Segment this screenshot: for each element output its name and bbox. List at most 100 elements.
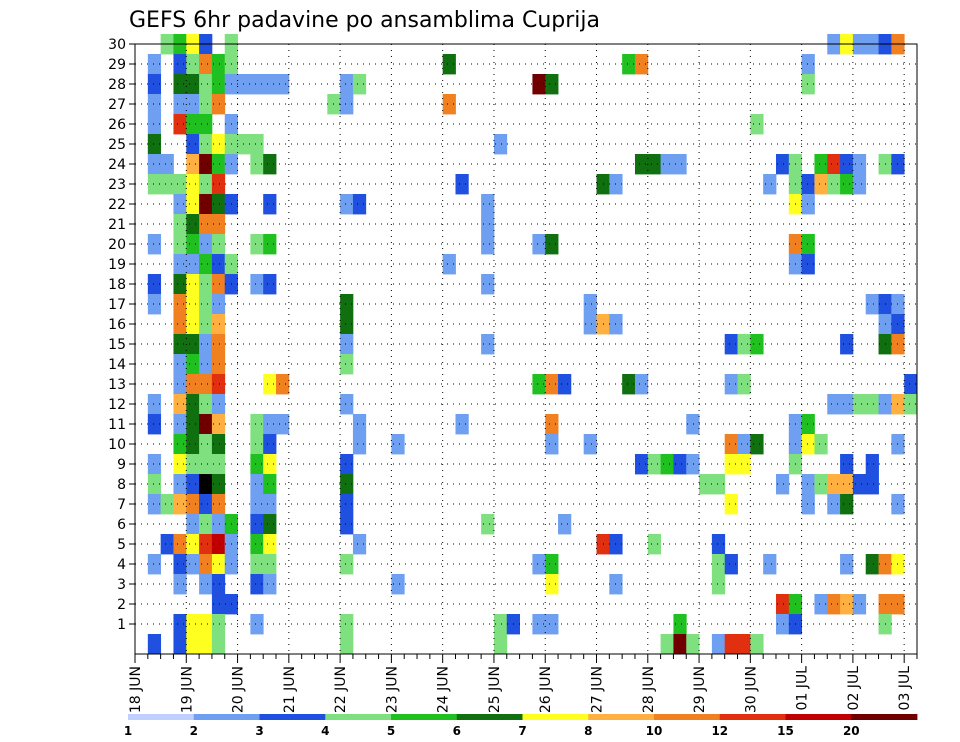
heatmap-cell [250, 494, 264, 515]
heatmap-cell [840, 554, 854, 575]
heatmap-cell [199, 554, 213, 575]
heatmap-cell [199, 394, 213, 415]
heatmap-cell [199, 114, 213, 135]
heatmap-cell [724, 634, 738, 655]
heatmap-cell [481, 334, 495, 355]
colorbar-swatch [193, 714, 260, 720]
heatmap-cell [622, 374, 636, 395]
heatmap-cell [199, 614, 213, 635]
heatmap-cell [775, 614, 790, 635]
heatmap-cell [147, 494, 162, 515]
heatmap-cell [250, 614, 264, 635]
heatmap-cell [173, 174, 187, 195]
x-tick-label: 30 JUN [743, 666, 759, 713]
heatmap-cell [173, 534, 187, 555]
colorbar-label: 8 [584, 724, 592, 738]
heatmap-cell [147, 54, 162, 75]
y-tick-label: 24 [108, 157, 126, 173]
heatmap-cell [801, 74, 815, 95]
heatmap-cell [340, 294, 354, 315]
heatmap-cell [211, 314, 226, 335]
heatmap-cell [186, 474, 200, 495]
heatmap-cell [840, 454, 854, 475]
heatmap-cell [673, 454, 687, 475]
heatmap-cell [173, 194, 187, 215]
heatmap-cell [199, 474, 213, 495]
heatmap-cell [763, 174, 777, 195]
heatmap-cell [904, 394, 918, 415]
heatmap-cell [634, 154, 649, 175]
heatmap-cell [660, 634, 674, 655]
heatmap-cell [532, 554, 546, 575]
heatmap-cell [840, 594, 854, 615]
heatmap-cell [173, 574, 187, 595]
heatmap-cell [173, 414, 187, 435]
heatmap-cell [340, 354, 354, 375]
y-tick-label: 29 [108, 57, 126, 73]
heatmap-cell [711, 634, 726, 655]
heatmap-cell [827, 174, 841, 195]
heatmap-cell [814, 474, 828, 495]
heatmap-cell [199, 94, 213, 115]
y-tick-label: 10 [108, 437, 126, 453]
heatmap-cell [211, 194, 226, 215]
heatmap-cell [481, 514, 495, 535]
y-tick-label: 8 [117, 477, 126, 493]
y-tick-label: 7 [117, 497, 126, 513]
heatmap-cell [827, 394, 841, 415]
heatmap-cell [211, 554, 226, 575]
colorbar-label: 6 [453, 724, 461, 738]
heatmap-cell [147, 294, 162, 315]
heatmap-cell [199, 534, 213, 555]
heatmap-cell [583, 434, 597, 455]
heatmap-cell [724, 494, 738, 515]
heatmap-cell [173, 254, 187, 275]
heatmap-cell [250, 414, 264, 435]
heatmap-cell [827, 594, 841, 615]
heatmap-cell [865, 294, 879, 315]
heatmap-cell [532, 614, 546, 635]
heatmap-cell [250, 274, 264, 295]
heatmap-cell [173, 494, 187, 515]
heatmap-cell [263, 454, 277, 475]
y-tick-label: 15 [108, 337, 126, 353]
heatmap-cell [814, 154, 828, 175]
heatmap-cell [532, 74, 546, 95]
heatmap-cell [545, 374, 559, 395]
heatmap-cell [250, 474, 264, 495]
colorbar-label: 3 [255, 724, 263, 738]
heatmap-cell [211, 534, 226, 555]
heatmap-cell [250, 554, 264, 575]
x-tick-label: 26 JUN [538, 666, 554, 713]
heatmap-cell [147, 474, 162, 495]
heatmap-cell [250, 74, 264, 95]
colorbar-swatch [654, 714, 721, 720]
heatmap-cell [442, 254, 456, 275]
heatmap-cell [173, 234, 187, 255]
heatmap-cell [186, 94, 200, 115]
heatmap-cell [840, 494, 854, 515]
colorbar-swatch [588, 714, 655, 720]
heatmap-cell [199, 234, 213, 255]
heatmap-cell [199, 254, 213, 275]
heatmap-cell [147, 554, 162, 575]
colorbar-label: 10 [646, 724, 663, 738]
heatmap-cell [737, 454, 751, 475]
heatmap-cell [173, 334, 187, 355]
heatmap-cell [801, 434, 815, 455]
x-tick-label: 28 JUN [641, 666, 657, 713]
x-tick-label: 29 JUN [692, 666, 708, 713]
heatmap-cell [263, 574, 277, 595]
heatmap-cell [814, 594, 828, 615]
heatmap-cell [263, 194, 277, 215]
heatmap-cell [199, 574, 213, 595]
colorbar-label: 7 [518, 724, 526, 738]
heatmap-cell [186, 54, 200, 75]
heatmap-cell [737, 374, 751, 395]
heatmap-cell [199, 174, 213, 195]
x-tick-label: 24 JUN [436, 666, 452, 713]
heatmap-cell [545, 414, 559, 435]
heatmap-cell [147, 134, 162, 155]
chart-title: GEFS 6hr padavine po ansamblima Cuprija [129, 8, 600, 33]
heatmap-cell [186, 334, 200, 355]
